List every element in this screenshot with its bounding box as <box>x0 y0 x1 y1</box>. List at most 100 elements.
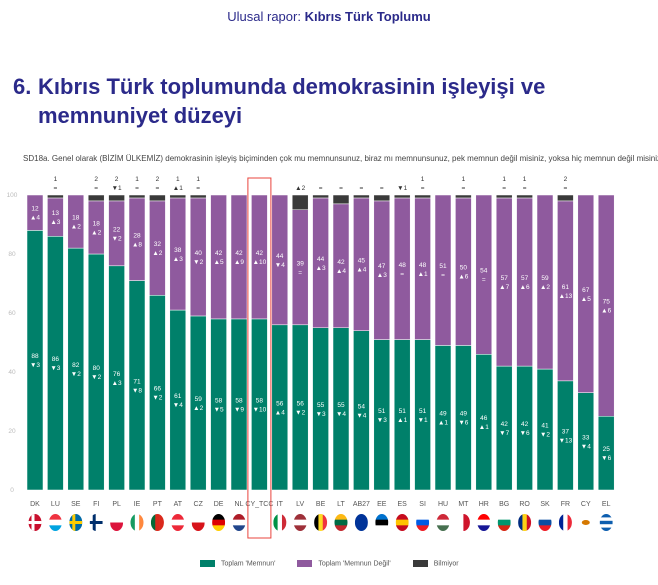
flag-stripe <box>314 514 319 531</box>
change-label: ▼13 <box>559 437 573 444</box>
flag-stripe <box>456 514 464 531</box>
flag-stripe <box>416 514 430 520</box>
change-label: ▲2 <box>91 229 101 236</box>
country-label: HR <box>479 501 489 508</box>
bar-segment-not-satisfied <box>26 194 44 231</box>
flag-stripe <box>563 514 568 531</box>
flag-stripe <box>567 514 572 531</box>
bar-segment-dont-know <box>455 194 472 199</box>
change-label: ▲2 <box>152 250 162 257</box>
bar-segment-not-satisfied <box>536 194 554 370</box>
flag-stripe <box>159 514 164 531</box>
country-label: IT <box>277 501 284 508</box>
change-label: ▲5 <box>581 296 591 303</box>
change-label: ▼2 <box>71 371 81 378</box>
dont-know-change: ▲1 <box>173 185 183 192</box>
bar-segment-dont-know <box>128 194 146 199</box>
flag-stripe <box>599 524 613 528</box>
flag-stripe <box>375 519 389 526</box>
flag-stripe <box>436 525 450 531</box>
header-prefix: Ulusal rapor: <box>227 9 305 24</box>
bar-segment-not-satisfied <box>597 194 615 417</box>
flag-stripe <box>191 522 205 531</box>
flag-icon-at <box>171 514 185 531</box>
country-label: BG <box>499 501 509 508</box>
data-label: 18 <box>72 215 80 222</box>
change-label: ▲1 <box>438 420 448 427</box>
flag-icon-mt <box>456 514 470 531</box>
flag-stripe <box>212 514 226 520</box>
change-label: ▼9 <box>234 406 244 413</box>
change-label: ▲6 <box>458 274 468 281</box>
change-label: = <box>441 272 445 279</box>
bar-segment-dont-know <box>291 194 309 210</box>
data-label: 25 <box>603 446 611 453</box>
country-label: SI <box>419 501 426 508</box>
flag-stripe <box>526 514 532 531</box>
flag-icon-nl <box>232 514 246 531</box>
flag-stripe <box>375 514 389 520</box>
data-label: 32 <box>154 241 162 248</box>
change-label: ▼3 <box>316 411 326 418</box>
change-label: ▼7 <box>499 430 509 437</box>
data-label: 82 <box>72 362 80 369</box>
legend-item-satisfied: Toplam 'Memnun' <box>200 560 275 567</box>
flag-stripe <box>436 514 450 520</box>
flag-stripe <box>130 514 136 531</box>
section-number: 6. <box>13 74 32 99</box>
flag-icon-dk <box>28 514 42 531</box>
data-label: 51 <box>378 408 386 415</box>
bar-segment-dont-know <box>495 194 513 199</box>
change-label: ▲6 <box>520 284 530 291</box>
flag-stripe <box>232 525 246 531</box>
flag-stripe <box>522 514 528 531</box>
flag-stripe <box>416 525 430 531</box>
dont-know-label: 1 <box>502 176 506 183</box>
dont-know-change: = <box>360 185 364 192</box>
flag-stripe <box>150 514 156 531</box>
flag-stripe <box>334 514 348 520</box>
change-label: ▼2 <box>540 432 550 439</box>
data-label: 58 <box>256 397 264 404</box>
change-label: ▲13 <box>559 293 573 300</box>
flag-stripe <box>538 519 552 526</box>
flag-stripe <box>212 519 226 526</box>
change-label: ▲2 <box>193 405 203 412</box>
flag-stripe <box>281 514 287 531</box>
data-label: 28 <box>133 232 141 239</box>
dont-know-change: ▼1 <box>397 185 407 192</box>
flag-stripe <box>277 514 283 531</box>
flag-stripe <box>497 519 511 526</box>
header-bold: Kıbrıs Türk Toplumu <box>304 9 431 24</box>
country-label: RO <box>519 501 530 508</box>
country-label: NL <box>235 501 244 508</box>
bar-segment-dont-know <box>393 194 411 199</box>
flag-stripe <box>48 525 62 531</box>
change-label: ▲4 <box>356 266 366 273</box>
country-label: LT <box>337 501 345 508</box>
change-label: = <box>482 277 486 284</box>
data-label: 40 <box>195 250 203 257</box>
data-label: 49 <box>439 411 447 418</box>
bar-segment-dont-know <box>312 194 329 199</box>
flag-icon-cz <box>191 514 205 531</box>
dont-know-change: = <box>523 185 527 192</box>
data-label: 41 <box>541 423 549 430</box>
flag-cross <box>89 521 103 524</box>
y-tick-label: 20 <box>8 428 16 435</box>
data-label: 57 <box>521 275 529 282</box>
data-label: 80 <box>93 365 101 372</box>
bar-segment-not-satisfied <box>230 194 248 320</box>
change-label: ▼4 <box>581 443 591 450</box>
legend-label: Bilmiyor <box>433 560 459 568</box>
flag-stripe <box>110 514 124 523</box>
dont-know-change: = <box>319 185 323 192</box>
dont-know-change: = <box>94 185 98 192</box>
country-label: PL <box>112 501 121 508</box>
data-label: 22 <box>113 226 121 233</box>
dont-know-label: 2 <box>564 176 568 183</box>
flag-stripe <box>334 519 348 526</box>
flag-cross <box>31 514 35 531</box>
dont-know-label: 2 <box>115 176 119 183</box>
bar-segment-dont-know <box>353 194 370 199</box>
